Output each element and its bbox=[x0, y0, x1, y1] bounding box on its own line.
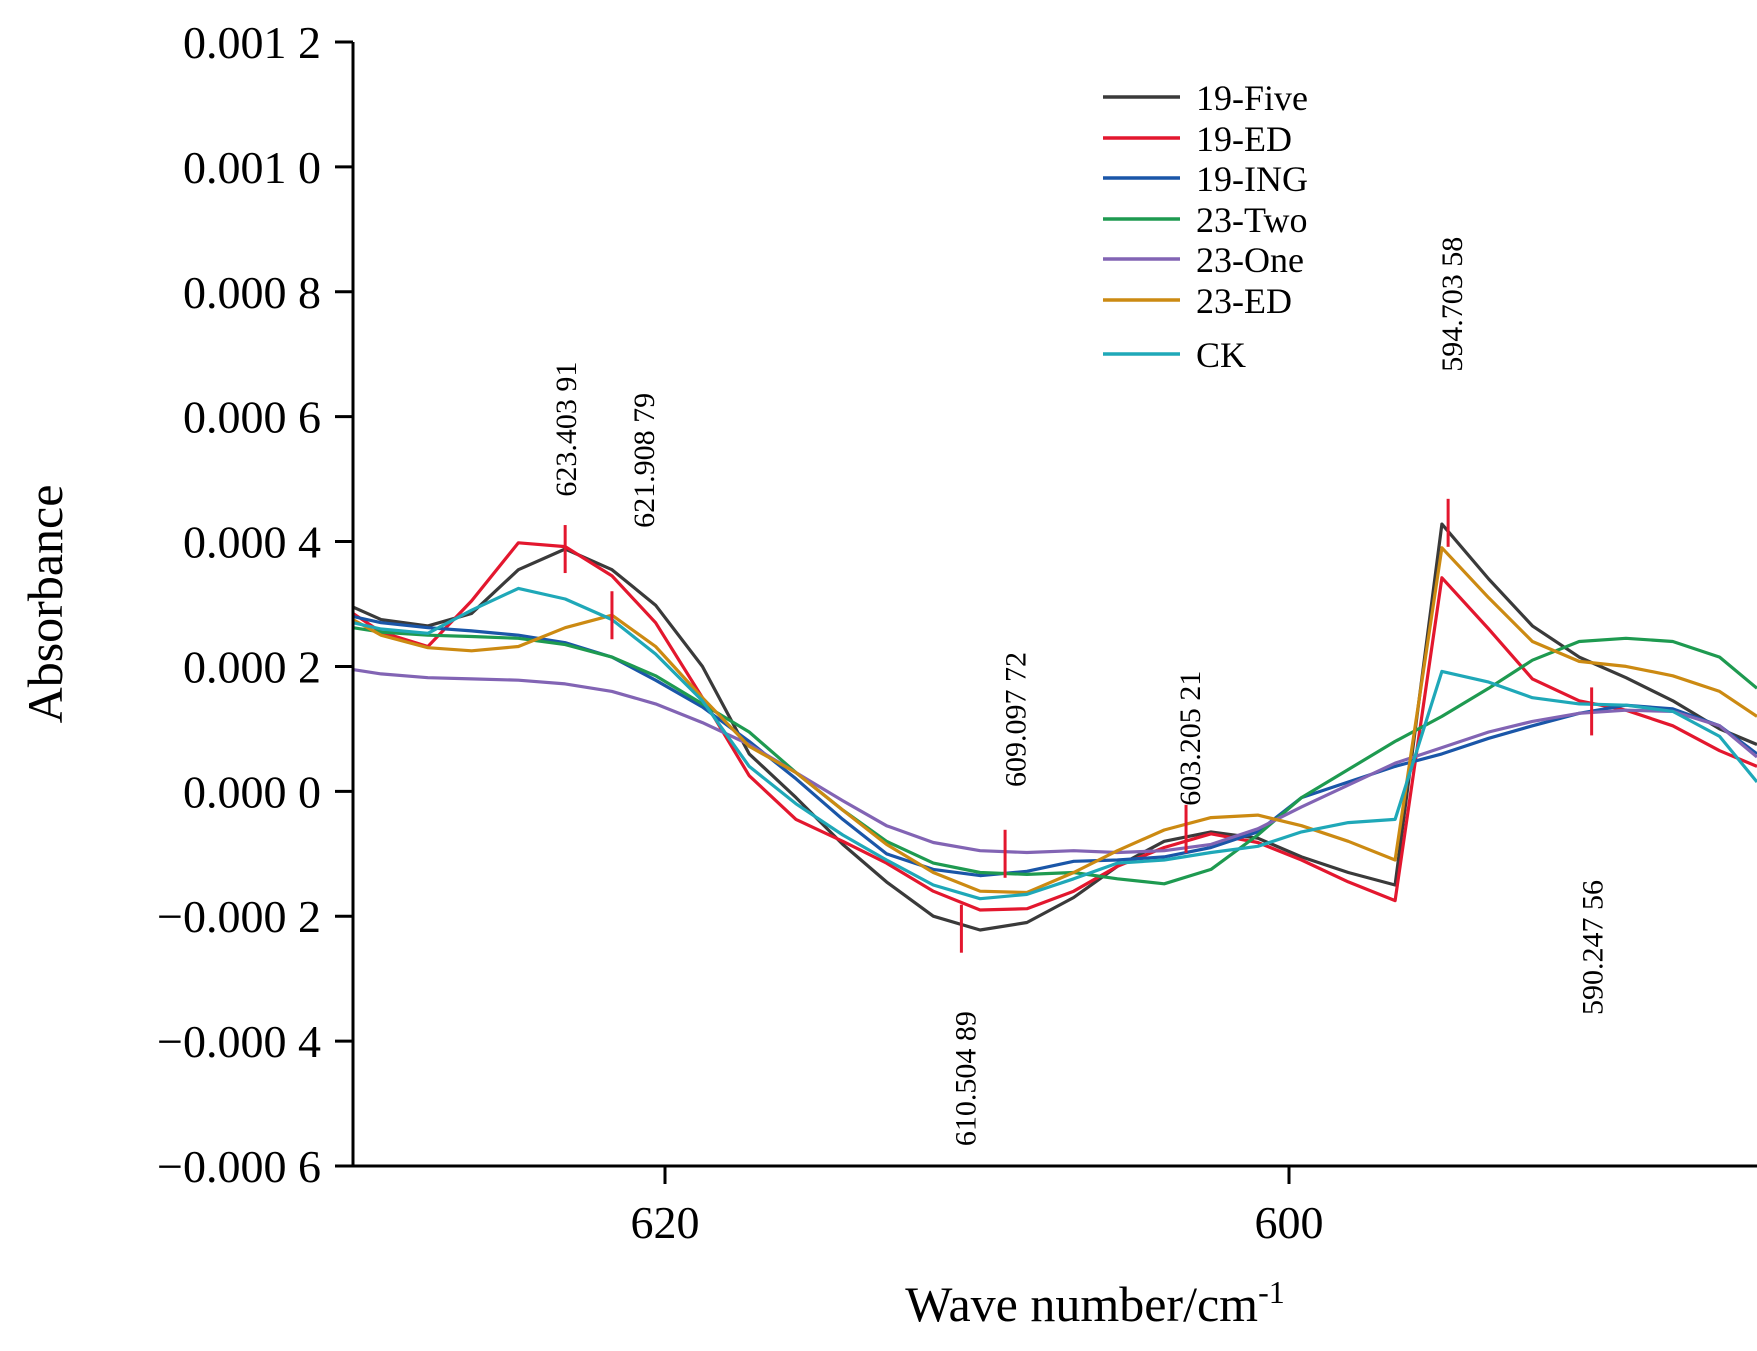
y-tick-label-3: 0.000 6 bbox=[183, 392, 321, 443]
series-line-23-ed bbox=[352, 546, 1757, 895]
legend-label-23-one: 23-One bbox=[1196, 240, 1304, 280]
x-axis-title: Wave number/cm-1 bbox=[905, 1274, 1284, 1332]
series-line-23-one bbox=[352, 668, 1757, 855]
y-tick-label-4: 0.000 4 bbox=[183, 517, 321, 568]
legend-label-19-ed: 19-ED bbox=[1196, 119, 1292, 159]
legend-label-19-ing: 19-ING bbox=[1196, 159, 1308, 199]
y-tick-label-2: 0.000 8 bbox=[183, 267, 321, 318]
peak-label-6: 590.247 56 bbox=[1577, 880, 1610, 1015]
series-line-19-five bbox=[352, 522, 1757, 932]
peak-label-0: 623.403 91 bbox=[550, 362, 583, 497]
peak-label-3: 610.504 89 bbox=[950, 1011, 983, 1146]
peak-label-2: 609.097 72 bbox=[999, 652, 1032, 787]
x-axis-title-superscript: -1 bbox=[1258, 1274, 1285, 1310]
series-line-23-two bbox=[352, 626, 1757, 886]
peak-label-4: 603.205 21 bbox=[1174, 671, 1207, 806]
series-layer bbox=[352, 522, 1757, 932]
peak-marks-layer bbox=[563, 498, 1594, 953]
peak-label-5: 594.703 58 bbox=[1436, 237, 1469, 372]
y-tick-label-0: 0.001 2 bbox=[183, 17, 321, 68]
legend-label-23-two: 23-Two bbox=[1196, 200, 1307, 240]
peak-label-1: 621.908 79 bbox=[628, 393, 661, 528]
x-axis-title-main: Wave number/cm bbox=[905, 1276, 1258, 1332]
legend-label-ck: CK bbox=[1196, 335, 1246, 375]
peak-annotations-layer: 623.403 91 621.908 79 609.097 72 610.504 89… bbox=[550, 237, 1609, 1146]
series-line-19-ed bbox=[352, 541, 1757, 912]
y-tick-label-8: −0.000 4 bbox=[157, 1016, 321, 1067]
y-tick-label-1: 0.001 0 bbox=[183, 142, 321, 193]
x-axis-ticks: 620 600 bbox=[631, 1166, 1324, 1248]
y-tick-label-5: 0.000 2 bbox=[183, 641, 321, 692]
x-tick-label-0: 620 bbox=[631, 1197, 700, 1248]
legend-label-19-five: 19-Five bbox=[1196, 78, 1308, 118]
x-tick-label-1: 600 bbox=[1255, 1197, 1324, 1248]
y-axis-title: Absorbance bbox=[17, 485, 73, 724]
y-tick-label-9: −0.000 6 bbox=[157, 1141, 321, 1192]
legend-label-23-ed: 23-ED bbox=[1196, 281, 1292, 321]
series-line-ck bbox=[352, 586, 1757, 901]
y-tick-label-7: −0.000 2 bbox=[157, 891, 321, 942]
y-axis-ticks: 0.001 2 0.001 0 0.000 8 0.000 6 0.000 4 0.000… bbox=[157, 17, 353, 1192]
y-tick-label-6: 0.000 0 bbox=[183, 766, 321, 817]
